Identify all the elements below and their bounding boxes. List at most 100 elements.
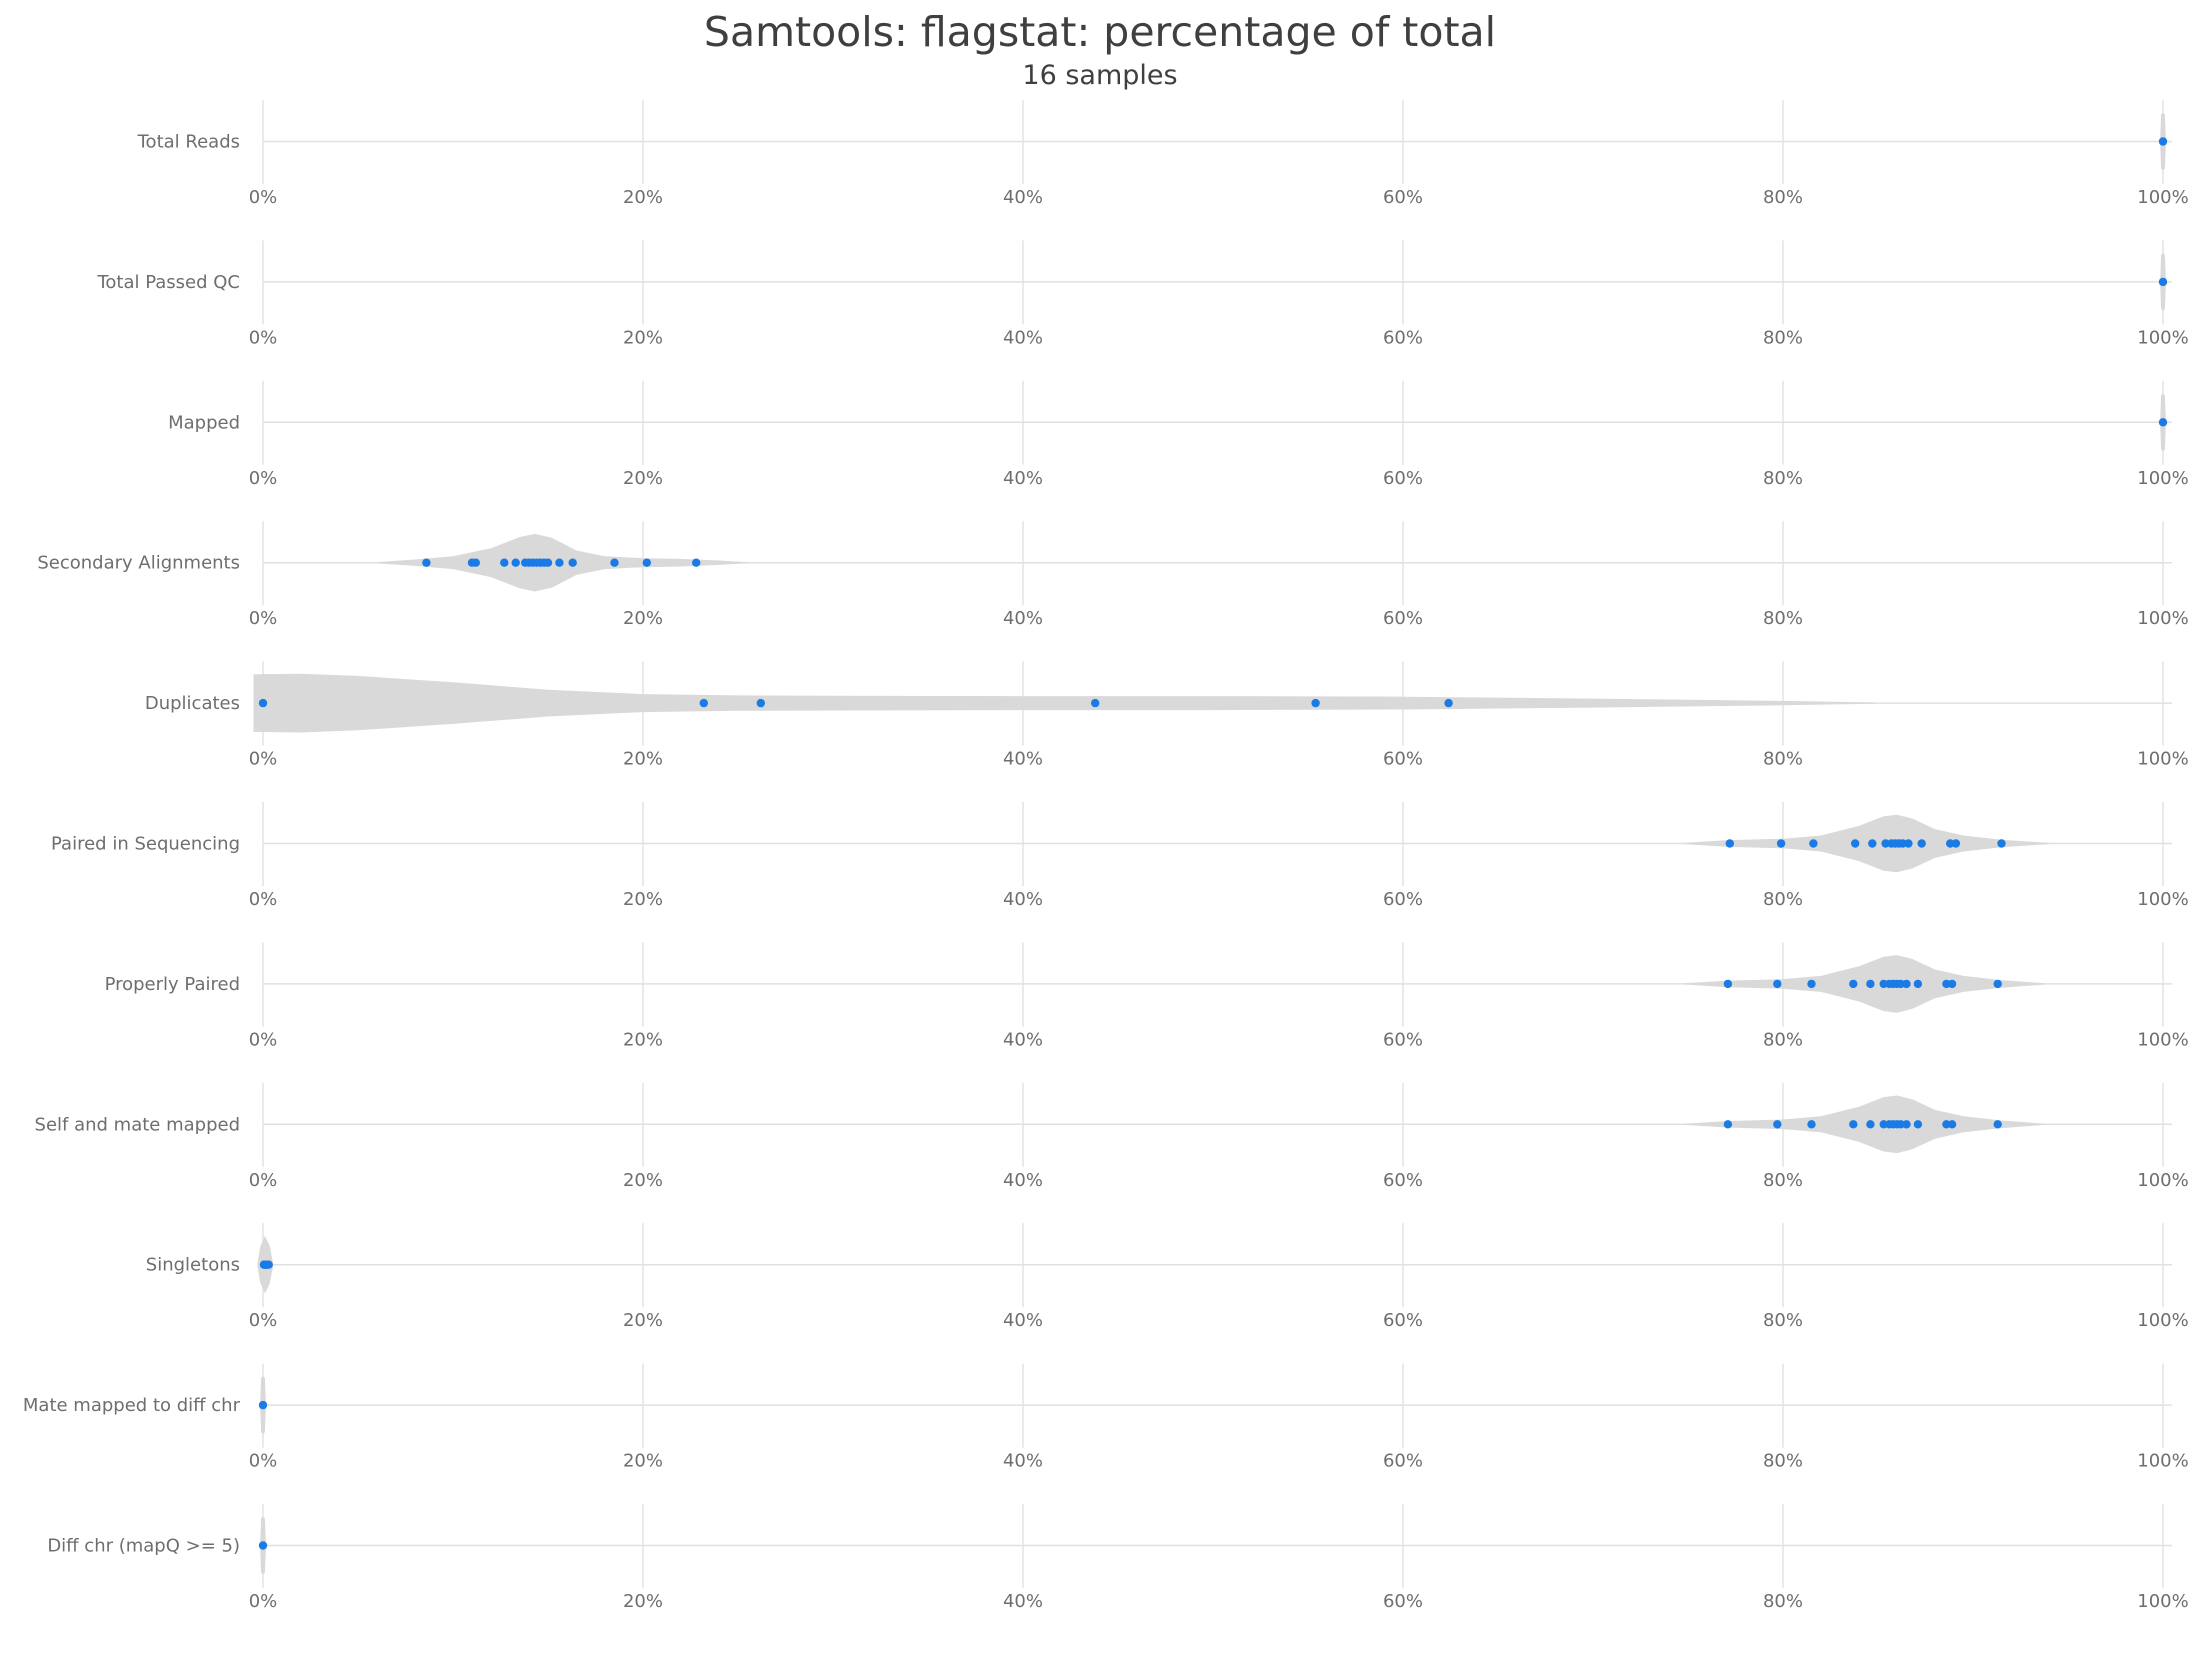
x-tick-label: 100%	[2137, 1029, 2188, 1050]
row-label-secondary-alignments: Secondary Alignments	[37, 553, 240, 574]
data-point	[699, 698, 708, 708]
x-tick-label: 20%	[623, 1029, 663, 1050]
data-point	[1866, 1120, 1875, 1129]
x-tick-label: 80%	[1763, 608, 1803, 629]
data-point	[610, 558, 619, 567]
chart-subtitle: 16 samples	[1022, 60, 1178, 91]
row-label-total-reads: Total Reads	[137, 132, 240, 153]
data-point	[1868, 839, 1877, 848]
data-point	[1776, 839, 1786, 848]
row-label-diff-chr-mapq-5: Diff chr (mapQ >= 5)	[47, 1536, 240, 1557]
x-tick-label: 40%	[1003, 187, 1043, 208]
data-point	[1917, 839, 1926, 848]
data-point	[1866, 979, 1875, 989]
x-tick-label: 60%	[1383, 889, 1423, 910]
data-point	[1993, 1120, 2002, 1129]
violin-self-and-mate-mapped	[1684, 1095, 2046, 1154]
x-tick-label: 100%	[2137, 1451, 2188, 1472]
data-point	[258, 1400, 268, 1410]
data-point	[1913, 1120, 1923, 1129]
x-tick-label: 20%	[623, 1170, 663, 1191]
x-tick-label: 80%	[1763, 1310, 1803, 1331]
x-tick-label: 20%	[623, 187, 663, 208]
data-point	[264, 1260, 273, 1269]
x-tick-label: 20%	[623, 468, 663, 489]
data-point	[1849, 1120, 1858, 1129]
x-tick-label: 60%	[1383, 1451, 1423, 1472]
violin-properly-paired	[1684, 955, 2046, 1013]
data-point	[1902, 1120, 1911, 1129]
x-tick-label: 0%	[249, 889, 278, 910]
data-point	[422, 558, 431, 567]
x-tick-label: 0%	[249, 749, 278, 770]
data-point	[1951, 839, 1961, 848]
data-point	[511, 558, 520, 567]
data-point	[1807, 979, 1816, 989]
data-point	[1444, 698, 1453, 708]
x-tick-label: 0%	[249, 1029, 278, 1050]
violin-paired-in-sequencing	[1684, 814, 2049, 873]
data-point	[642, 558, 651, 567]
x-tick-label: 80%	[1763, 1170, 1803, 1191]
x-tick-label: 40%	[1003, 1451, 1043, 1472]
data-point	[1913, 979, 1923, 989]
x-tick-label: 60%	[1383, 1591, 1423, 1612]
data-point	[1851, 839, 1860, 848]
x-tick-label: 100%	[2137, 468, 2188, 489]
x-tick-label: 20%	[623, 1310, 663, 1331]
x-tick-label: 0%	[249, 1591, 278, 1612]
data-point	[1723, 1120, 1733, 1129]
x-tick-label: 0%	[249, 327, 278, 348]
data-point	[568, 558, 577, 567]
row-label-properly-paired: Properly Paired	[105, 974, 240, 995]
x-tick-label: 60%	[1383, 468, 1423, 489]
row-label-paired-in-sequencing: Paired in Sequencing	[51, 834, 240, 855]
data-point	[692, 558, 701, 567]
x-tick-label: 0%	[249, 187, 278, 208]
x-tick-label: 60%	[1383, 1029, 1423, 1050]
x-tick-label: 80%	[1763, 1591, 1803, 1612]
chart-title: Samtools: flagstat: percentage of total	[703, 8, 1497, 56]
x-tick-label: 60%	[1383, 187, 1423, 208]
x-tick-label: 40%	[1003, 1310, 1043, 1331]
x-tick-label: 80%	[1763, 187, 1803, 208]
data-point	[1723, 979, 1733, 989]
data-point	[1773, 979, 1782, 989]
x-tick-label: 20%	[623, 1451, 663, 1472]
row-label-singletons: Singletons	[146, 1255, 240, 1276]
x-tick-label: 0%	[249, 608, 278, 629]
x-tick-label: 80%	[1763, 468, 1803, 489]
x-tick-label: 0%	[249, 1170, 278, 1191]
data-point	[1773, 1120, 1782, 1129]
data-point	[756, 698, 765, 708]
data-point	[258, 1541, 268, 1550]
x-tick-label: 40%	[1003, 327, 1043, 348]
x-tick-label: 100%	[2137, 749, 2188, 770]
data-point	[500, 558, 509, 567]
data-point	[1849, 979, 1858, 989]
x-tick-label: 60%	[1383, 749, 1423, 770]
x-tick-label: 100%	[2137, 1170, 2188, 1191]
x-tick-label: 80%	[1763, 1029, 1803, 1050]
x-tick-label: 20%	[623, 889, 663, 910]
x-tick-label: 60%	[1383, 1310, 1423, 1331]
x-tick-label: 80%	[1763, 327, 1803, 348]
data-point	[1809, 839, 1818, 848]
data-point	[1311, 698, 1320, 708]
x-tick-label: 60%	[1383, 327, 1423, 348]
data-point	[2158, 277, 2168, 287]
row-label-mate-mapped-to-diff-chr: Mate mapped to diff chr	[23, 1395, 241, 1416]
data-point	[2158, 418, 2168, 427]
data-point	[555, 558, 564, 567]
data-point	[1807, 1120, 1816, 1129]
data-point	[1947, 979, 1957, 989]
data-point	[471, 558, 480, 567]
x-tick-label: 20%	[623, 608, 663, 629]
data-point	[1091, 698, 1100, 708]
data-point	[1997, 839, 2006, 848]
data-point	[1902, 979, 1911, 989]
x-tick-label: 100%	[2137, 608, 2188, 629]
row-label-self-and-mate-mapped: Self and mate mapped	[35, 1114, 240, 1135]
